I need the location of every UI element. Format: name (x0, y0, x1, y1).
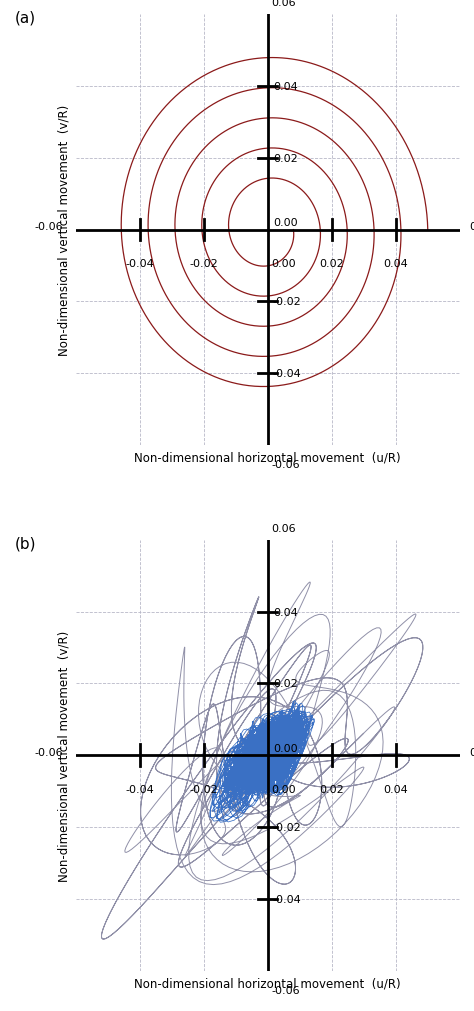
Text: 0.00: 0.00 (271, 259, 296, 269)
Text: -0.04: -0.04 (126, 785, 154, 794)
Text: 0.00: 0.00 (273, 743, 298, 753)
Text: -0.04: -0.04 (273, 894, 301, 904)
Y-axis label: Non-dimensional vertical movement  (v/R): Non-dimensional vertical movement (v/R) (57, 105, 70, 356)
Text: 0.04: 0.04 (383, 785, 408, 794)
X-axis label: Non-dimensional horizontal movement  (u/R): Non-dimensional horizontal movement (u/R… (135, 976, 401, 989)
Text: -0.02: -0.02 (190, 785, 218, 794)
X-axis label: Non-dimensional horizontal movement  (u/R): Non-dimensional horizontal movement (u/R… (135, 451, 401, 464)
Text: 0.04: 0.04 (273, 82, 298, 92)
Text: -0.06: -0.06 (271, 460, 300, 470)
Y-axis label: Non-dimensional vertical movement  (v/R): Non-dimensional vertical movement (v/R) (57, 630, 70, 881)
Text: -0.06: -0.06 (34, 747, 63, 757)
Text: -0.02: -0.02 (190, 259, 218, 269)
Text: -0.02: -0.02 (273, 297, 301, 307)
Text: 0.02: 0.02 (273, 154, 298, 164)
Text: 0.06: 0.06 (469, 221, 474, 232)
Text: 0.02: 0.02 (273, 678, 298, 688)
Text: 0.02: 0.02 (319, 785, 344, 794)
Text: -0.06: -0.06 (271, 985, 300, 995)
Text: -0.02: -0.02 (273, 822, 301, 832)
Text: -0.04: -0.04 (273, 369, 301, 379)
Text: 0.02: 0.02 (319, 259, 344, 269)
Text: 0.00: 0.00 (273, 218, 298, 228)
Text: 0.06: 0.06 (271, 0, 296, 8)
Text: (a): (a) (14, 11, 36, 26)
Text: 0.04: 0.04 (383, 259, 408, 269)
Text: 0.06: 0.06 (469, 747, 474, 757)
Text: 0.00: 0.00 (271, 785, 296, 794)
Text: 0.06: 0.06 (271, 523, 296, 533)
Text: (b): (b) (14, 536, 36, 551)
Text: 0.04: 0.04 (273, 607, 298, 617)
Text: -0.06: -0.06 (34, 221, 63, 232)
Text: -0.04: -0.04 (126, 259, 154, 269)
